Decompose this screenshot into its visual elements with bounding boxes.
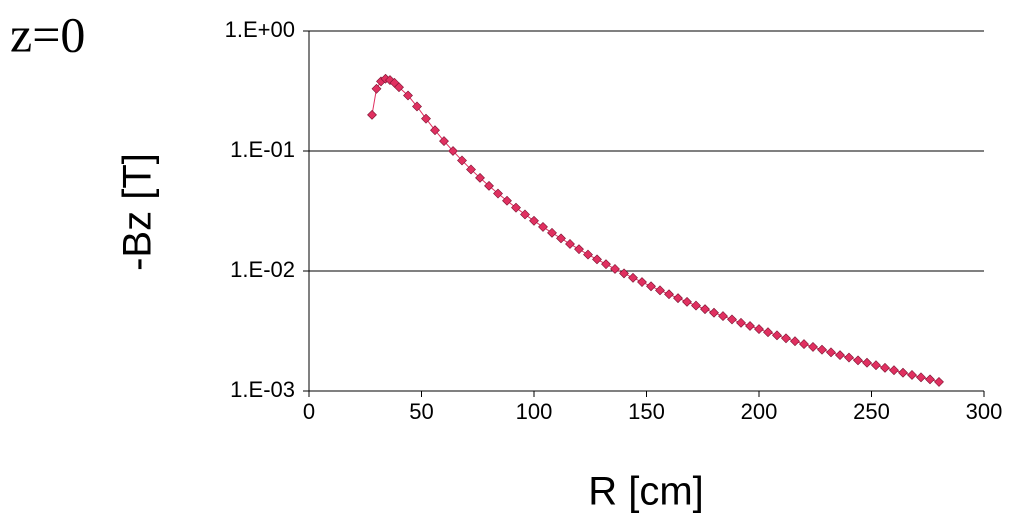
marker [628,272,638,283]
marker [736,317,746,328]
marker [826,347,836,358]
marker [907,370,917,380]
marker [763,327,773,338]
marker [709,307,719,318]
marker [844,352,854,363]
marker [412,101,422,112]
marker [493,188,503,199]
marker [394,82,404,93]
marker [592,254,602,265]
marker [574,244,584,255]
marker [664,289,674,300]
series-line [371,78,940,383]
marker [502,195,512,206]
marker [889,365,899,376]
marker [871,360,881,371]
x-tick-label: 50 [409,399,433,424]
y-tick-label: 1.E+00 [225,17,295,42]
y-tick-label: 1.E-01 [230,137,295,162]
x-tick-label: 100 [516,399,553,424]
marker [925,374,935,385]
y-axis-title: -Bz [T] [116,153,160,271]
marker [610,264,620,274]
marker [538,221,548,232]
marker [646,281,656,292]
marker [601,259,611,270]
marker [430,125,440,136]
marker [862,357,872,368]
marker [754,324,764,335]
marker [772,330,782,341]
marker [457,155,467,166]
marker [790,336,800,347]
marker [520,209,530,220]
x-axis-title: R [cm] [588,470,704,514]
marker [547,227,557,238]
marker [371,83,382,94]
marker [367,109,377,120]
marker [799,339,809,350]
marker [511,202,521,213]
marker [529,215,539,226]
y-tick-label: 1.E-03 [230,377,295,402]
marker [556,233,566,244]
marker [745,321,755,331]
marker [673,293,683,304]
marker [439,136,449,146]
marker [448,146,458,156]
x-tick-label: 300 [966,399,1003,424]
marker [817,344,827,355]
marker [835,350,845,361]
marker [880,362,890,373]
marker [727,314,737,325]
marker [853,355,863,366]
marker [403,90,413,101]
y-tick-label: 1.E-02 [230,257,295,282]
x-tick-label: 0 [303,399,315,424]
marker [691,300,701,311]
marker [655,285,665,296]
marker [682,296,692,307]
marker [385,75,395,85]
marker [619,268,629,279]
x-tick-label: 150 [628,399,665,424]
marker [466,164,476,175]
x-tick-label: 250 [853,399,890,424]
marker [781,333,791,344]
marker [898,367,908,378]
marker [475,172,485,183]
marker [934,377,944,387]
marker [484,180,494,191]
marker [718,311,728,322]
marker [637,277,647,287]
marker [808,341,818,352]
marker [421,113,431,124]
marker [565,239,575,249]
marker [583,249,593,260]
x-tick-label: 200 [741,399,778,424]
marker [700,304,710,315]
marker [916,372,926,383]
annotation: z=0 [10,6,85,62]
